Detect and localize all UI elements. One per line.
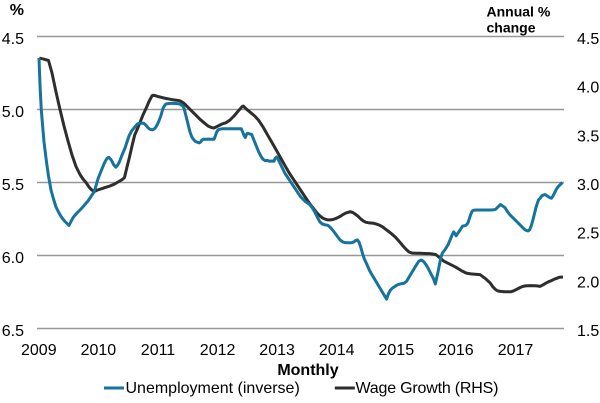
svg-text:4.5: 4.5 (2, 31, 24, 48)
svg-text:%: % (10, 2, 24, 19)
svg-text:4.0: 4.0 (577, 80, 599, 97)
svg-text:2016: 2016 (438, 342, 474, 359)
svg-text:2011: 2011 (141, 342, 176, 359)
svg-text:2009: 2009 (21, 342, 57, 359)
svg-text:3.0: 3.0 (577, 177, 599, 194)
svg-text:Unemployment (inverse): Unemployment (inverse) (126, 380, 300, 397)
svg-text:2017: 2017 (498, 342, 534, 359)
svg-text:5.0: 5.0 (2, 104, 24, 121)
svg-text:2.5: 2.5 (577, 226, 599, 243)
svg-text:2014: 2014 (319, 342, 355, 359)
svg-text:2010: 2010 (81, 342, 117, 359)
svg-text:2015: 2015 (379, 342, 415, 359)
svg-text:4.5: 4.5 (577, 31, 599, 48)
svg-text:2.0: 2.0 (577, 274, 599, 291)
svg-text:3.5: 3.5 (577, 128, 599, 145)
svg-text:6.0: 6.0 (2, 250, 24, 267)
svg-text:2012: 2012 (200, 342, 236, 359)
svg-text:change: change (487, 19, 536, 35)
svg-text:Wage Growth (RHS): Wage Growth (RHS) (356, 380, 499, 397)
svg-text:Annual %: Annual % (487, 4, 551, 20)
svg-text:2013: 2013 (259, 342, 295, 359)
svg-text:1.5: 1.5 (577, 323, 599, 340)
svg-text:Monthly: Monthly (277, 362, 338, 379)
svg-text:6.5: 6.5 (2, 323, 24, 340)
svg-text:5.5: 5.5 (2, 177, 24, 194)
